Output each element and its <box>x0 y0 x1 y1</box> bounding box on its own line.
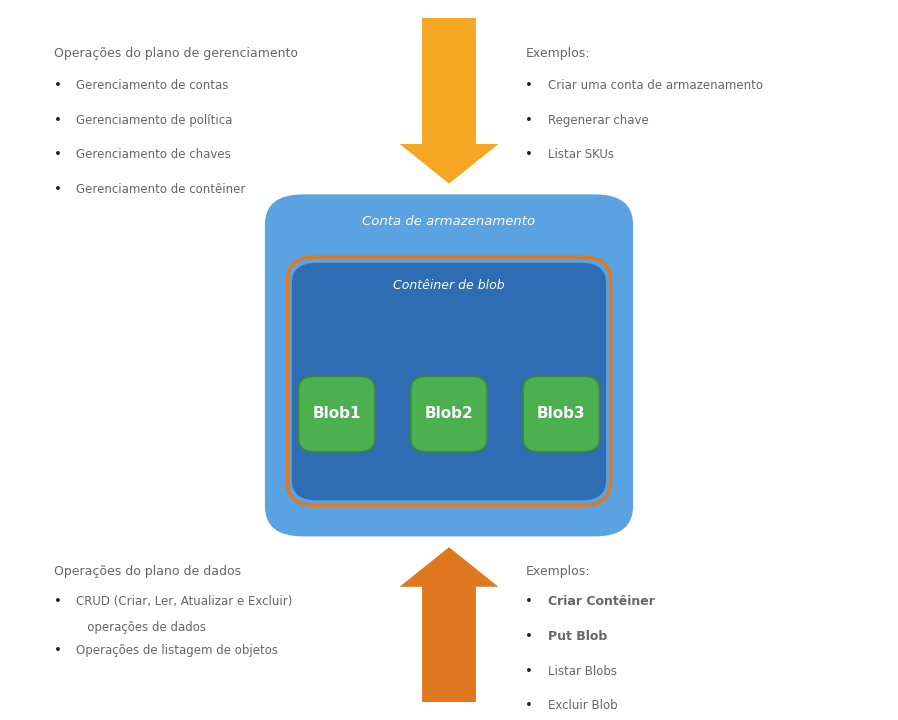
Text: operações de dados: operações de dados <box>76 621 207 634</box>
Text: •: • <box>525 699 533 712</box>
Polygon shape <box>400 547 498 702</box>
Text: Criar uma conta de armazenamento: Criar uma conta de armazenamento <box>548 79 762 92</box>
Text: •: • <box>54 644 62 657</box>
Text: Gerenciamento de contas: Gerenciamento de contas <box>76 79 229 92</box>
Text: •: • <box>54 595 62 608</box>
Text: Operações do plano de gerenciamento: Operações do plano de gerenciamento <box>54 47 298 60</box>
Text: •: • <box>525 114 533 127</box>
FancyBboxPatch shape <box>298 376 375 452</box>
Text: Listar SKUs: Listar SKUs <box>548 148 613 161</box>
Text: •: • <box>54 79 62 92</box>
Text: Contêiner de blob: Contêiner de blob <box>393 279 505 292</box>
Text: •: • <box>54 148 62 161</box>
Text: Gerenciamento de política: Gerenciamento de política <box>76 114 233 127</box>
Text: Blob1: Blob1 <box>313 407 361 421</box>
Text: Operações de listagem de objetos: Operações de listagem de objetos <box>76 644 278 657</box>
Text: Blob3: Blob3 <box>537 407 585 421</box>
Text: Gerenciamento de chaves: Gerenciamento de chaves <box>76 148 231 161</box>
Text: CRUD (Criar, Ler, Atualizar e Excluir): CRUD (Criar, Ler, Atualizar e Excluir) <box>76 595 293 608</box>
Text: Regenerar chave: Regenerar chave <box>548 114 648 127</box>
Text: Put Blob: Put Blob <box>548 630 607 643</box>
FancyBboxPatch shape <box>411 376 487 452</box>
Text: •: • <box>525 148 533 161</box>
Text: Exemplos:: Exemplos: <box>525 565 590 578</box>
Text: •: • <box>54 183 62 196</box>
Polygon shape <box>400 18 498 184</box>
Text: Criar Contêiner: Criar Contêiner <box>548 595 655 608</box>
FancyBboxPatch shape <box>265 194 633 536</box>
Text: Excluir Blob: Excluir Blob <box>548 699 618 712</box>
Text: Conta de armazenamento: Conta de armazenamento <box>363 215 535 228</box>
Text: •: • <box>54 114 62 127</box>
Text: Blob2: Blob2 <box>425 407 473 421</box>
Text: •: • <box>525 665 533 678</box>
Text: •: • <box>525 595 533 608</box>
FancyBboxPatch shape <box>292 263 606 500</box>
Text: •: • <box>525 630 533 643</box>
Text: •: • <box>525 79 533 92</box>
Text: Exemplos:: Exemplos: <box>525 47 590 60</box>
FancyBboxPatch shape <box>523 376 600 452</box>
Text: Gerenciamento de contêiner: Gerenciamento de contêiner <box>76 183 246 196</box>
Text: Listar Blobs: Listar Blobs <box>548 665 617 678</box>
Text: Operações do plano de dados: Operações do plano de dados <box>54 565 241 578</box>
